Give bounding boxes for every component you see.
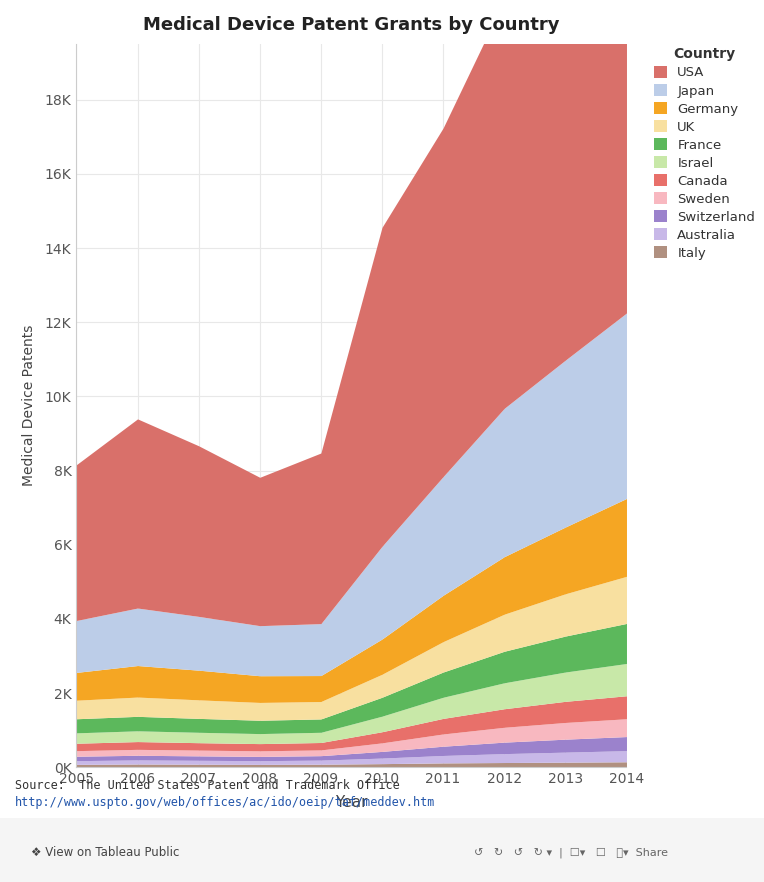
Text: http://www.uspto.gov/web/offices/ac/ido/oeip/taf/meddev.htm: http://www.uspto.gov/web/offices/ac/ido/…: [15, 796, 435, 809]
Text: Source:  The United States Patent and Trademark Office: Source: The United States Patent and Tra…: [15, 780, 400, 792]
Legend: USA, Japan, Germany, UK, France, Israel, Canada, Sweden, Switzerland, Australia,: USA, Japan, Germany, UK, France, Israel,…: [649, 43, 759, 264]
X-axis label: Year: Year: [335, 795, 367, 810]
Y-axis label: Medical Device Patents: Medical Device Patents: [22, 325, 37, 486]
Text: ↺   ↻   ↺   ↻ ▾  |  ☐▾   ☐   ⫙▾  Share: ↺ ↻ ↺ ↻ ▾ | ☐▾ ☐ ⫙▾ Share: [474, 848, 668, 858]
Title: Medical Device Patent Grants by Country: Medical Device Patent Grants by Country: [143, 16, 560, 34]
Text: ❖ View on Tableau Public: ❖ View on Tableau Public: [31, 846, 179, 858]
